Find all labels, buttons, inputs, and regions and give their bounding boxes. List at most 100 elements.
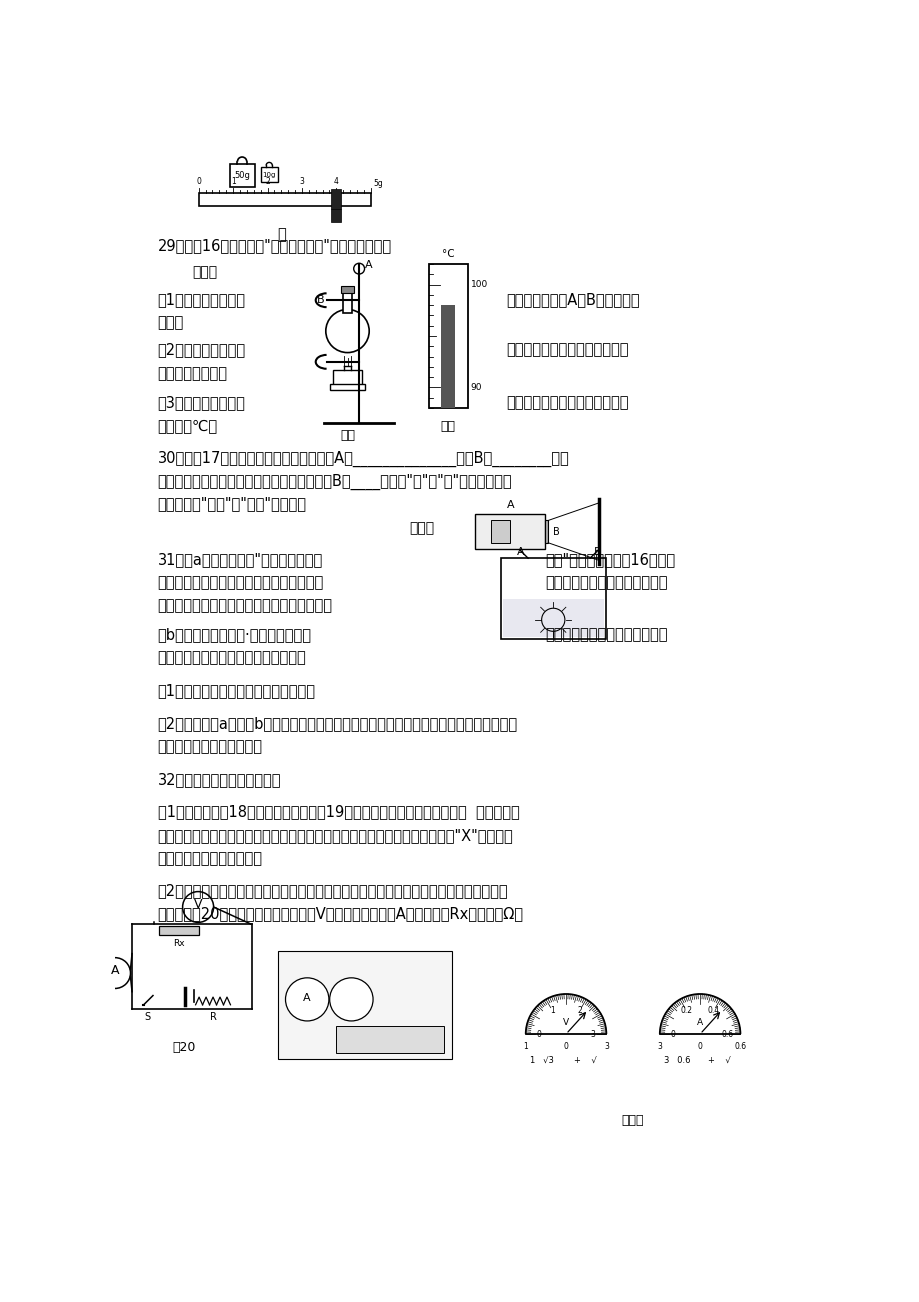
- Bar: [329, 384, 365, 389]
- Text: 0: 0: [670, 1030, 675, 1039]
- Text: 1: 1: [231, 177, 235, 186]
- Text: A: A: [365, 260, 372, 271]
- Text: 90: 90: [471, 383, 482, 392]
- Text: 铁圈。: 铁圈。: [157, 315, 184, 331]
- Text: 0: 0: [536, 1030, 541, 1039]
- Text: 0: 0: [697, 1042, 702, 1051]
- Text: 3: 3: [603, 1042, 608, 1051]
- Text: 如果此时屏幕上成像清晰，要使像变大，应把B向____（选填"上"或"下"）调，并把投: 如果此时屏幕上成像清晰，要使像变大，应把B向____（选填"上"或"下"）调，并…: [157, 474, 512, 490]
- Bar: [335, 1026, 444, 1052]
- Text: 亮在检查时认为，实验电路上有一根导线连接错了，请你在接错的那根线上打"X"；另画一: 亮在检查时认为，实验电路上有一根导线连接错了，请你在接错的那根线上打"X"；另画…: [157, 828, 513, 842]
- Text: 31、（a）小明在探究"比较纸片下落的: 31、（a）小明在探究"比较纸片下落的: [157, 552, 323, 566]
- Text: （2）为了缩短使水沸: （2）为了缩短使水沸: [157, 342, 245, 358]
- Text: 1: 1: [550, 1006, 554, 1016]
- Text: 图２２: 图２２: [621, 1115, 643, 1128]
- Text: （3）水沸腾时温度计: （3）水沸腾时温度计: [157, 395, 245, 410]
- Text: B: B: [552, 526, 559, 536]
- Text: 0.6: 0.6: [733, 1042, 745, 1051]
- Text: 50g: 50g: [234, 171, 250, 180]
- Text: 32、做测定电阻阻值的实验。: 32、做测定电阻阻值的实验。: [157, 772, 281, 788]
- Text: 2: 2: [265, 177, 269, 186]
- Text: （1）小明比较纸片下落快慢的方法是。: （1）小明比较纸片下落快慢的方法是。: [157, 684, 315, 698]
- Text: 30、如图17是一台投影仪的示意图，其中A是______________镜，B是________镜。: 30、如图17是一台投影仪的示意图，其中A是______________镜，B是…: [157, 450, 569, 466]
- Text: A: A: [516, 547, 524, 557]
- Text: A: A: [697, 1018, 702, 1026]
- Bar: [260, 167, 278, 182]
- Circle shape: [99, 958, 130, 988]
- Text: 3   0.6: 3 0.6: [663, 1056, 689, 1065]
- Bar: [502, 599, 604, 638]
- Circle shape: [285, 978, 329, 1021]
- Bar: [341, 286, 353, 293]
- Text: °C: °C: [441, 249, 454, 259]
- Text: 0.2: 0.2: [680, 1006, 692, 1016]
- Text: 和羽毛，看到它们同时落到月球表面。: 和羽毛，看到它们同时落到月球表面。: [157, 651, 306, 665]
- Text: 影仪（选填"靠近"或"远离"）屏幕。: 影仪（选填"靠近"或"远离"）屏幕。: [157, 496, 306, 512]
- Text: 0.4: 0.4: [707, 1006, 719, 1016]
- Text: +    √: + √: [707, 1056, 730, 1065]
- Text: 29、如图16中，图甲是"观察水的沸腾"的实验装置图。: 29、如图16中，图甲是"观察水的沸腾"的实验装置图。: [157, 238, 391, 254]
- Bar: [428, 264, 467, 408]
- Text: （2）通过对（a）与（b）所提供的情景的对比：使我们知道造成折一次的纸片比折两次的: （2）通过对（a）与（b）所提供的情景的对比：使我们知道造成折一次的纸片比折两次…: [157, 716, 517, 730]
- Text: 腾所用的时间，可以采取的措施: 腾所用的时间，可以采取的措施: [505, 342, 629, 358]
- Bar: [475, 514, 545, 549]
- Text: 图１７: 图１７: [409, 521, 434, 535]
- Text: 的沸点是℃。: 的沸点是℃。: [157, 418, 218, 434]
- Text: 图１６: 图１６: [192, 266, 218, 280]
- Text: 图甲: 图甲: [340, 428, 355, 441]
- Text: 一高度同时释放两张纸片，发现: 一高度同时释放两张纸片，发现: [545, 575, 667, 590]
- Text: 时，应该先固定A、B两铁圈中的: 时，应该先固定A、B两铁圈中的: [505, 293, 640, 307]
- Bar: [278, 950, 451, 1059]
- Text: +    √: + √: [573, 1056, 596, 1065]
- Text: （1）小明根据图18所示的电路图，将图19中的实验器材连接成实验电路。  同小组的小: （1）小明根据图18所示的电路图，将图19中的实验器材连接成实验电路。 同小组的…: [157, 805, 519, 819]
- Text: V: V: [194, 898, 202, 911]
- Text: 1   √3: 1 √3: [529, 1056, 553, 1065]
- Bar: [159, 926, 199, 935]
- Text: 的指示如图20所示，则电压表的读数是V，电流表的读数是A，被测电阻Rx的阻值是Ω。: 的指示如图20所示，则电压表的读数是V，电流表的读数是A，被测电阻Rx的阻值是Ω…: [157, 906, 523, 922]
- Bar: [333, 370, 362, 385]
- Circle shape: [182, 892, 213, 922]
- Circle shape: [325, 310, 369, 353]
- Text: B: B: [594, 547, 601, 557]
- Circle shape: [329, 978, 373, 1021]
- Text: 100: 100: [471, 280, 487, 289]
- Text: 3: 3: [590, 1030, 595, 1039]
- Bar: [501, 559, 605, 639]
- Text: 3: 3: [657, 1042, 662, 1051]
- Bar: [199, 193, 370, 206]
- Text: A: A: [505, 500, 514, 510]
- Text: Rx: Rx: [174, 939, 185, 948]
- Bar: [491, 521, 510, 543]
- Bar: [331, 189, 341, 208]
- Text: 5g: 5g: [373, 178, 382, 187]
- Text: 0: 0: [563, 1042, 568, 1051]
- Text: 为（只写一条）。: 为（只写一条）。: [157, 366, 227, 380]
- Text: 其中一张对折一次，另一张对折两次，从同: 其中一张对折一次，另一张对折两次，从同: [157, 575, 323, 590]
- Text: （1）安装该实验装置: （1）安装该实验装置: [157, 293, 245, 307]
- Bar: [331, 208, 341, 221]
- Text: S: S: [144, 1013, 151, 1022]
- Text: R: R: [210, 1013, 216, 1022]
- Text: 快慢"活动中，取两张16开纸，: 快慢"活动中，取两张16开纸，: [545, 552, 675, 566]
- Text: 4: 4: [334, 177, 338, 186]
- Text: 折两次的纸片先落地，折一次的纸片后落地。: 折两次的纸片先落地，折一次的纸片后落地。: [157, 598, 333, 613]
- Text: 图乙: 图乙: [440, 419, 455, 432]
- Text: 纸片下落慢的主要原因是。: 纸片下落慢的主要原因是。: [157, 740, 262, 754]
- Text: 1: 1: [523, 1042, 528, 1051]
- Text: A: A: [110, 965, 119, 978]
- Bar: [343, 288, 352, 314]
- Bar: [230, 164, 255, 187]
- Text: 0.6: 0.6: [720, 1030, 732, 1039]
- Text: （b）美国宇航员大卫·斯科特在登上月: （b）美国宇航员大卫·斯科特在登上月: [157, 628, 312, 642]
- Text: 甲: 甲: [277, 227, 286, 242]
- Bar: [545, 521, 548, 543]
- Text: 图20: 图20: [173, 1042, 196, 1055]
- Text: 球后，从同一高度同时释放锤子: 球后，从同一高度同时释放锤子: [545, 628, 667, 642]
- Text: 10g: 10g: [262, 172, 276, 177]
- Text: 0: 0: [196, 177, 201, 186]
- Text: V: V: [562, 1018, 569, 1026]
- Text: 示数如图乙所示，由此可知，水: 示数如图乙所示，由此可知，水: [505, 395, 629, 410]
- Text: 2: 2: [576, 1006, 582, 1016]
- Text: A: A: [303, 993, 311, 1003]
- Text: B: B: [316, 296, 323, 305]
